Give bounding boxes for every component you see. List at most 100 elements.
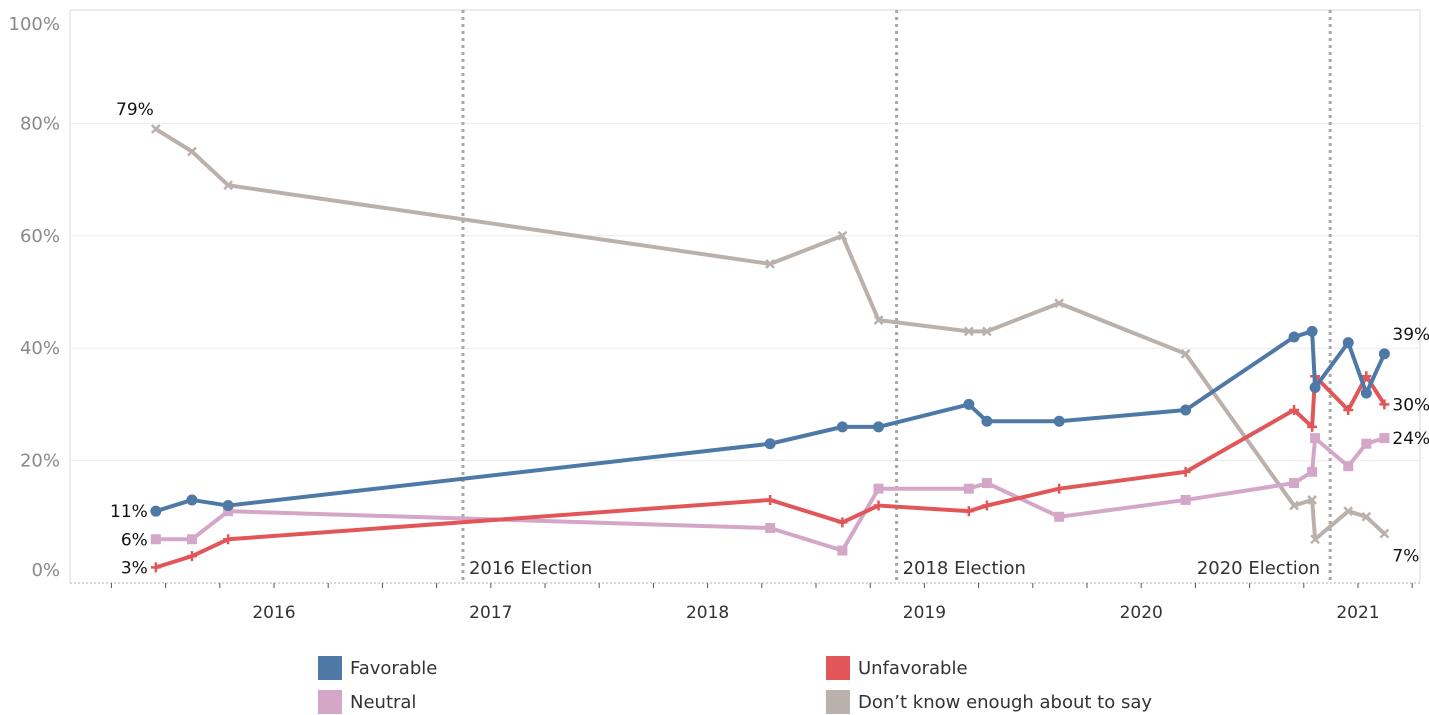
series-line	[153, 329, 1387, 514]
data-point	[837, 545, 848, 556]
data-point	[1180, 466, 1191, 477]
data-point	[150, 534, 161, 545]
data-point	[1054, 483, 1065, 494]
data-point	[1180, 404, 1192, 416]
legend-item-favorable: Favorable	[318, 656, 437, 680]
data-point	[765, 494, 776, 505]
data-point	[837, 230, 848, 241]
data-point	[1378, 348, 1390, 360]
data-point	[765, 259, 775, 269]
start-value-label: 79%	[116, 100, 154, 120]
data-point	[223, 180, 233, 191]
line-chart: 0% 20% 40% 60% 80% 100% 2016 2017 2018 2019 2020 20…	[9, 9, 1429, 623]
data-point	[223, 506, 234, 517]
data-point	[873, 421, 885, 433]
data-point	[1379, 433, 1390, 444]
data-point	[873, 500, 884, 511]
unfavorable-swatch	[826, 656, 850, 680]
data-point	[1054, 298, 1065, 309]
data-point	[963, 483, 974, 494]
y-tick-label: 40%	[20, 338, 60, 359]
legend-label-dont-know: Don’t know enough about to say	[858, 691, 1153, 713]
data-point	[981, 500, 992, 511]
legend-item-unfavorable: Unfavorable	[826, 656, 968, 680]
data-point	[1289, 478, 1300, 489]
data-point	[1288, 331, 1300, 343]
end-value-label: 39%	[1392, 325, 1429, 345]
data-point	[1343, 461, 1354, 472]
data-point	[150, 124, 161, 134]
data-point	[150, 505, 162, 517]
data-point	[1342, 337, 1354, 349]
data-point	[982, 326, 992, 337]
data-point	[873, 483, 884, 494]
election-label: 2018 Election	[903, 558, 1026, 579]
data-point	[1309, 382, 1321, 394]
data-point	[1361, 511, 1372, 522]
data-point	[836, 421, 848, 433]
legend-label-unfavorable: Unfavorable	[858, 657, 968, 679]
data-point	[1343, 405, 1354, 416]
x-tick-label: 2019	[903, 603, 946, 623]
dont-know-swatch	[826, 690, 850, 714]
end-value-label: 7%	[1392, 547, 1419, 567]
data-point	[1310, 433, 1321, 444]
data-point	[187, 146, 197, 157]
x-tick-label: 2017	[469, 603, 512, 623]
data-point	[981, 415, 993, 427]
data-point	[1307, 466, 1318, 477]
data-point	[223, 534, 234, 545]
data-point	[186, 534, 197, 545]
x-tick-label: 2018	[686, 603, 729, 623]
data-point	[1343, 506, 1354, 517]
data-point	[1361, 438, 1372, 449]
data-point	[1361, 371, 1372, 382]
data-point	[186, 494, 198, 506]
legend-label-favorable: Favorable	[350, 657, 438, 679]
data-point	[1379, 528, 1390, 539]
data-point	[1306, 325, 1318, 337]
y-tick-label: 0%	[31, 560, 60, 581]
data-point	[186, 551, 197, 562]
data-point	[1289, 405, 1300, 416]
y-tick-label: 20%	[20, 451, 60, 472]
end-value-label: 24%	[1392, 429, 1429, 449]
data-point	[963, 326, 974, 337]
y-tick-label: 60%	[20, 226, 60, 247]
data-point	[1180, 494, 1191, 505]
series-line	[153, 127, 1387, 542]
end-value-label: 30%	[1392, 395, 1429, 415]
start-value-label: 6%	[121, 530, 148, 550]
data-point	[837, 517, 848, 528]
data-point	[981, 478, 992, 489]
data-point	[764, 438, 776, 450]
election-label: 2016 Election	[469, 558, 592, 579]
legend-label-neutral: Neutral	[350, 691, 417, 713]
neutral-swatch	[318, 690, 342, 714]
x-tick-label: 2016	[252, 603, 295, 623]
favorable-swatch	[318, 656, 342, 680]
x-tick-label: 2020	[1120, 603, 1163, 623]
data-point	[765, 523, 776, 534]
y-tick-label: 80%	[20, 113, 60, 134]
data-point	[1307, 421, 1318, 432]
data-point	[1289, 500, 1299, 511]
data-point	[1054, 511, 1065, 522]
legend-item-neutral: Neutral	[318, 690, 416, 714]
data-point	[1053, 415, 1065, 427]
start-value-label: 3%	[121, 558, 148, 578]
data-point	[1310, 534, 1320, 545]
data-point	[1379, 399, 1390, 410]
data-point	[222, 500, 234, 512]
start-value-label: 11%	[110, 502, 148, 522]
data-point	[873, 315, 884, 325]
data-point	[1307, 495, 1318, 505]
y-tick-label: 100%	[9, 14, 60, 35]
data-point	[963, 398, 975, 410]
election-label: 2020 Election	[1197, 558, 1320, 579]
data-point	[150, 562, 161, 573]
data-point	[1360, 387, 1372, 399]
data-point	[1180, 348, 1191, 359]
legend-item-dont-know: Don’t know enough about to say	[826, 690, 1152, 714]
data-point	[963, 506, 974, 517]
